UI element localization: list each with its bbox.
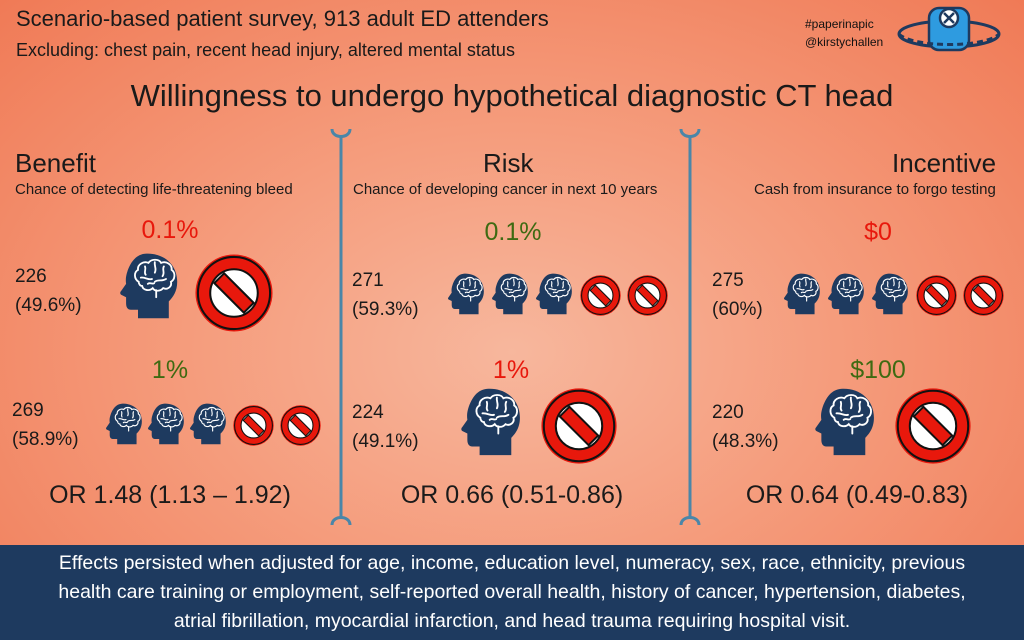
incentive-high-count: 220 (712, 402, 744, 423)
no-sign-icon (539, 386, 619, 466)
footnote-line-2: health care training or employment, self… (58, 581, 966, 603)
benefit-heading: Benefit (15, 148, 96, 178)
brain-head-icon (146, 402, 190, 446)
risk-low-count: 271 (352, 270, 384, 291)
brain-head-icon (458, 386, 530, 458)
footnote-line-3: atrial fibrillation, myocardial infarcti… (173, 610, 851, 632)
twitter-handle: @kirstychallen (805, 35, 884, 49)
benefit-low-label: 0.1% (141, 216, 199, 244)
benefit-low-percent: (49.6%) (15, 295, 82, 316)
risk-high-percent: (49.1%) (352, 431, 419, 452)
incentive-subheading: Cash from insurance to forgo testing (754, 181, 996, 198)
risk-low-label: 0.1% (484, 218, 542, 246)
hashtag: #paperinapic (805, 17, 874, 31)
brain-head-icon (490, 272, 534, 316)
author-tags: #paperinapic @kirstychallen (805, 15, 883, 51)
main-title: Willingness to undergo hypothetical diag… (130, 78, 894, 113)
benefit-high-percent: (58.9%) (12, 429, 79, 450)
risk-heading: Risk (483, 148, 534, 178)
incentive-high-result: 220 (48.3%) (712, 398, 779, 456)
brain-head-icon (446, 272, 490, 316)
risk-subheading: Chance of developing cancer in next 10 y… (353, 181, 658, 198)
adjustment-footnote: Effects persisted when adjusted for age,… (0, 545, 1024, 640)
no-sign-icon (915, 274, 958, 317)
incentive-heading: Incentive (892, 148, 997, 178)
no-sign-icon (626, 274, 669, 317)
incentive-low-percent: (60%) (712, 299, 763, 320)
brain-head-icon (104, 402, 148, 446)
risk-high-count: 224 (352, 402, 384, 423)
brain-head-icon (117, 251, 187, 321)
survey-title: Scenario-based patient survey, 913 adult… (16, 6, 549, 31)
incentive-low-result: 275 (60%) (712, 266, 763, 324)
risk-high-label: 1% (492, 356, 530, 384)
benefit-high-result: 269 (58.9%) (12, 396, 79, 454)
risk-odds-ratio: OR 0.66 (0.51-0.86) (400, 481, 624, 509)
benefit-subheading: Chance of detecting life-threatening ble… (15, 181, 293, 198)
no-sign-icon (279, 404, 322, 447)
brain-head-icon (534, 272, 578, 316)
brain-head-icon (870, 272, 914, 316)
benefit-odds-ratio: OR 1.48 (1.13 – 1.92) (49, 481, 291, 509)
brain-head-icon (188, 402, 232, 446)
benefit-high-label: 1% (151, 356, 189, 384)
risk-low-result: 271 (59.3%) (352, 266, 419, 324)
brain-head-icon (812, 386, 884, 458)
no-sign-icon (962, 274, 1005, 317)
benefit-high-count: 269 (12, 400, 44, 421)
benefit-low-count: 226 (15, 266, 47, 287)
divider-left (330, 127, 352, 527)
incentive-low-count: 275 (712, 270, 744, 291)
brain-head-icon (782, 272, 826, 316)
no-sign-icon (579, 274, 622, 317)
no-sign-icon (232, 404, 275, 447)
incentive-high-label: $100 (850, 356, 906, 384)
benefit-low-result: 226 (49.6%) (15, 262, 82, 320)
incentive-odds-ratio: OR 0.64 (0.49-0.83) (745, 481, 969, 509)
no-sign-icon (893, 386, 973, 466)
divider-right (679, 127, 701, 527)
incentive-high-percent: (48.3%) (712, 431, 779, 452)
no-sign-icon (193, 252, 275, 334)
brain-logo-icon (893, 0, 1003, 60)
footnote-line-1: Effects persisted when adjusted for age,… (58, 552, 966, 574)
risk-low-percent: (59.3%) (352, 299, 419, 320)
incentive-low-label: $0 (864, 218, 892, 246)
risk-high-result: 224 (49.1%) (352, 398, 419, 456)
brain-head-icon (826, 272, 870, 316)
exclusions-subtitle: Excluding: chest pain, recent head injur… (16, 40, 515, 60)
